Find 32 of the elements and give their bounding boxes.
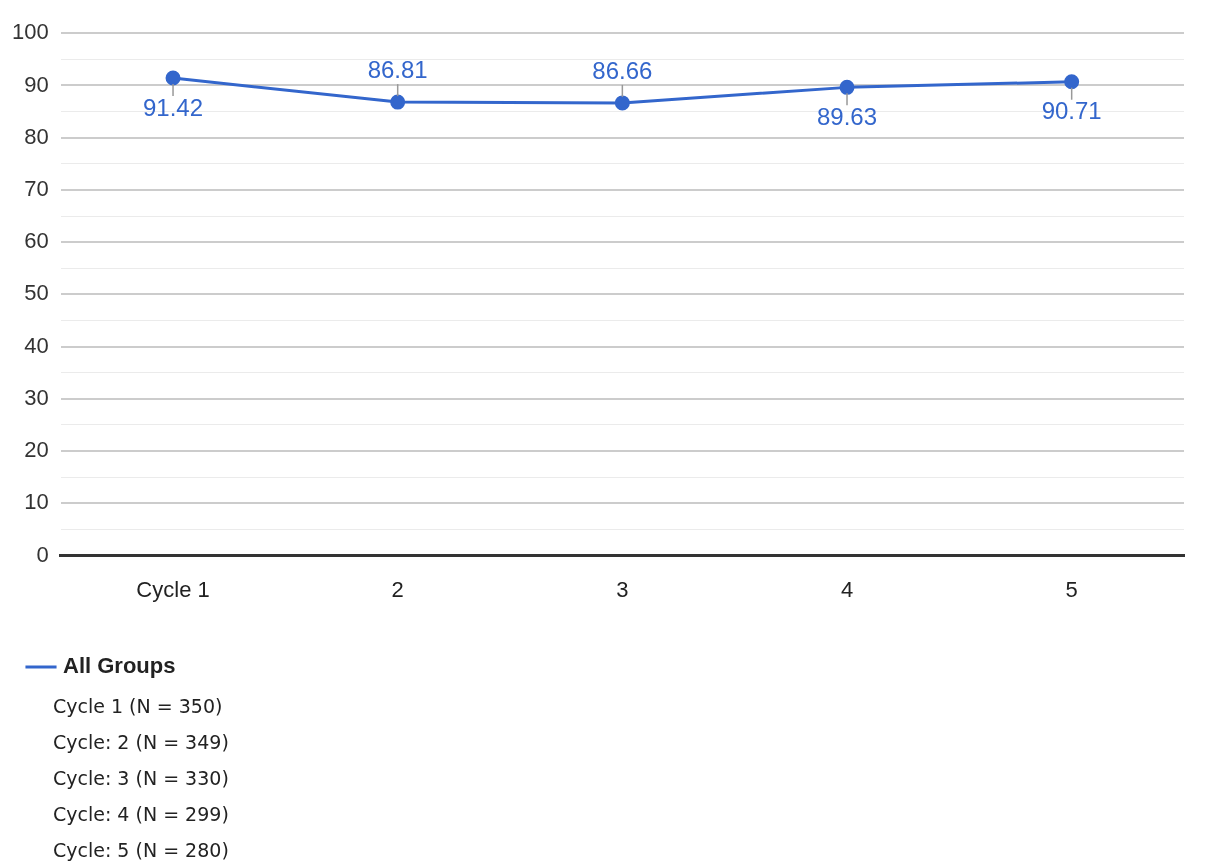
data-label: 89.63 bbox=[816, 103, 878, 130]
text: Cycle: 3 (N = 330) bbox=[53, 766, 230, 791]
text: Cycle: 4 (N = 299) bbox=[53, 802, 230, 827]
data-label: 86.66 bbox=[592, 56, 653, 84]
x-tick-label: Cycle 1 bbox=[136, 576, 210, 602]
point bbox=[1064, 74, 1080, 90]
x-tick-label: 4 bbox=[840, 576, 854, 602]
y-tick-label: 20 bbox=[24, 437, 49, 463]
x-tick-label: 5 bbox=[1065, 576, 1078, 602]
y-tick-label: 60 bbox=[24, 228, 49, 254]
point bbox=[165, 70, 181, 86]
point bbox=[839, 79, 855, 95]
data-label: 91.42 bbox=[143, 93, 204, 121]
data-label: 90.71 bbox=[1041, 97, 1102, 125]
y-tick-label: 100 bbox=[11, 19, 49, 45]
text: Cycle: 5 (N = 280) bbox=[53, 838, 230, 861]
y-tick-label: 80 bbox=[24, 123, 49, 149]
y-tick-label: 50 bbox=[24, 280, 49, 306]
text: Cycle: 2 (N = 349) bbox=[53, 730, 230, 755]
y-tick-label: 10 bbox=[24, 489, 49, 515]
y-tick-label: 70 bbox=[24, 175, 49, 201]
point bbox=[390, 94, 406, 110]
legend-label: All Groups bbox=[63, 653, 176, 679]
y-tick-label: 40 bbox=[24, 332, 49, 358]
data-label: 86.81 bbox=[367, 55, 428, 83]
y-tick-label: 0 bbox=[36, 541, 49, 567]
x-tick-label: 2 bbox=[391, 576, 404, 602]
x-tick-label: 3 bbox=[616, 576, 629, 602]
y-tick-label: 30 bbox=[24, 384, 49, 410]
text: Cycle 1 (N = 350) bbox=[53, 694, 224, 719]
y-tick-label: 90 bbox=[24, 71, 49, 97]
point bbox=[614, 95, 630, 111]
